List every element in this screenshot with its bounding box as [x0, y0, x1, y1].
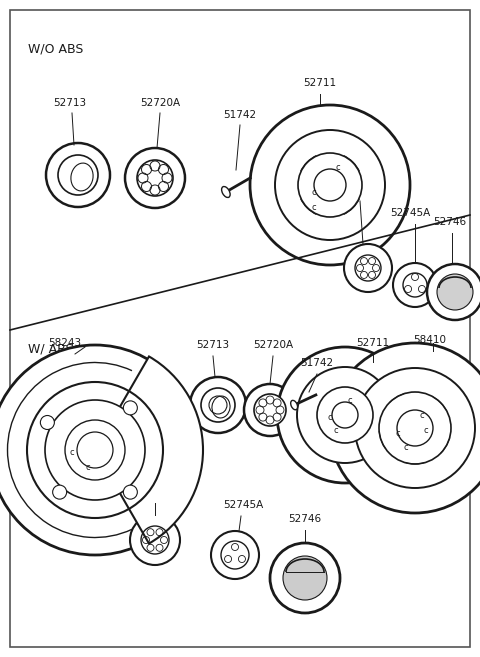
- Text: 52746: 52746: [433, 217, 467, 227]
- Text: 52720A: 52720A: [140, 98, 180, 108]
- Text: 52745A: 52745A: [390, 208, 430, 218]
- Text: 58243: 58243: [48, 338, 82, 348]
- Circle shape: [137, 160, 173, 196]
- Circle shape: [355, 255, 381, 281]
- Circle shape: [427, 264, 480, 320]
- Text: W/O ABS: W/O ABS: [28, 42, 84, 55]
- Circle shape: [379, 392, 451, 464]
- Circle shape: [190, 377, 246, 433]
- Circle shape: [221, 541, 249, 569]
- Text: 52713: 52713: [53, 98, 86, 108]
- Circle shape: [330, 343, 480, 513]
- Text: 52745A: 52745A: [223, 500, 263, 510]
- Circle shape: [344, 244, 392, 292]
- Circle shape: [244, 384, 296, 436]
- Text: 58410: 58410: [413, 335, 446, 345]
- Circle shape: [437, 274, 473, 310]
- Circle shape: [298, 153, 362, 217]
- Circle shape: [209, 396, 227, 414]
- Circle shape: [397, 410, 433, 446]
- Circle shape: [297, 367, 393, 463]
- Circle shape: [40, 415, 54, 430]
- Text: 52720A: 52720A: [253, 340, 293, 350]
- Text: 52711: 52711: [357, 338, 390, 348]
- Circle shape: [250, 105, 410, 265]
- Circle shape: [211, 531, 259, 579]
- Text: c: c: [312, 203, 317, 212]
- Text: 52720A: 52720A: [135, 487, 175, 497]
- Text: 52711: 52711: [303, 78, 336, 88]
- Circle shape: [270, 543, 340, 613]
- Circle shape: [123, 401, 137, 415]
- Circle shape: [403, 273, 427, 297]
- Text: 52720A: 52720A: [333, 185, 373, 195]
- Circle shape: [58, 155, 98, 195]
- Circle shape: [45, 400, 145, 500]
- Circle shape: [77, 432, 113, 468]
- Text: 52746: 52746: [288, 514, 322, 524]
- Text: c: c: [312, 188, 317, 197]
- Text: c: c: [423, 426, 428, 435]
- Circle shape: [283, 556, 327, 600]
- Circle shape: [130, 515, 180, 565]
- Circle shape: [275, 130, 385, 240]
- Text: c: c: [70, 448, 74, 457]
- Circle shape: [123, 485, 137, 499]
- Circle shape: [254, 394, 286, 426]
- Ellipse shape: [291, 400, 298, 410]
- Text: c: c: [395, 429, 400, 438]
- Circle shape: [332, 402, 358, 428]
- Circle shape: [65, 420, 125, 480]
- Text: c: c: [335, 163, 340, 172]
- Circle shape: [53, 485, 67, 499]
- Circle shape: [201, 388, 235, 422]
- Text: 51742: 51742: [223, 110, 257, 120]
- Text: 51742: 51742: [300, 358, 334, 368]
- Circle shape: [125, 148, 185, 208]
- Circle shape: [0, 345, 200, 555]
- Text: 52713: 52713: [196, 340, 229, 350]
- Text: W/ ABS: W/ ABS: [28, 342, 73, 355]
- Circle shape: [46, 143, 110, 207]
- Wedge shape: [95, 357, 203, 543]
- Circle shape: [317, 387, 373, 443]
- Text: c: c: [403, 443, 408, 452]
- Circle shape: [27, 382, 163, 518]
- Circle shape: [393, 263, 437, 307]
- Circle shape: [141, 526, 169, 554]
- Text: c: c: [348, 396, 353, 405]
- Text: c: c: [420, 411, 425, 420]
- Circle shape: [277, 347, 413, 483]
- Text: c: c: [327, 413, 332, 422]
- Text: c: c: [85, 463, 90, 472]
- Circle shape: [355, 368, 475, 488]
- Circle shape: [314, 169, 346, 201]
- Ellipse shape: [222, 187, 230, 198]
- Text: c: c: [333, 426, 337, 435]
